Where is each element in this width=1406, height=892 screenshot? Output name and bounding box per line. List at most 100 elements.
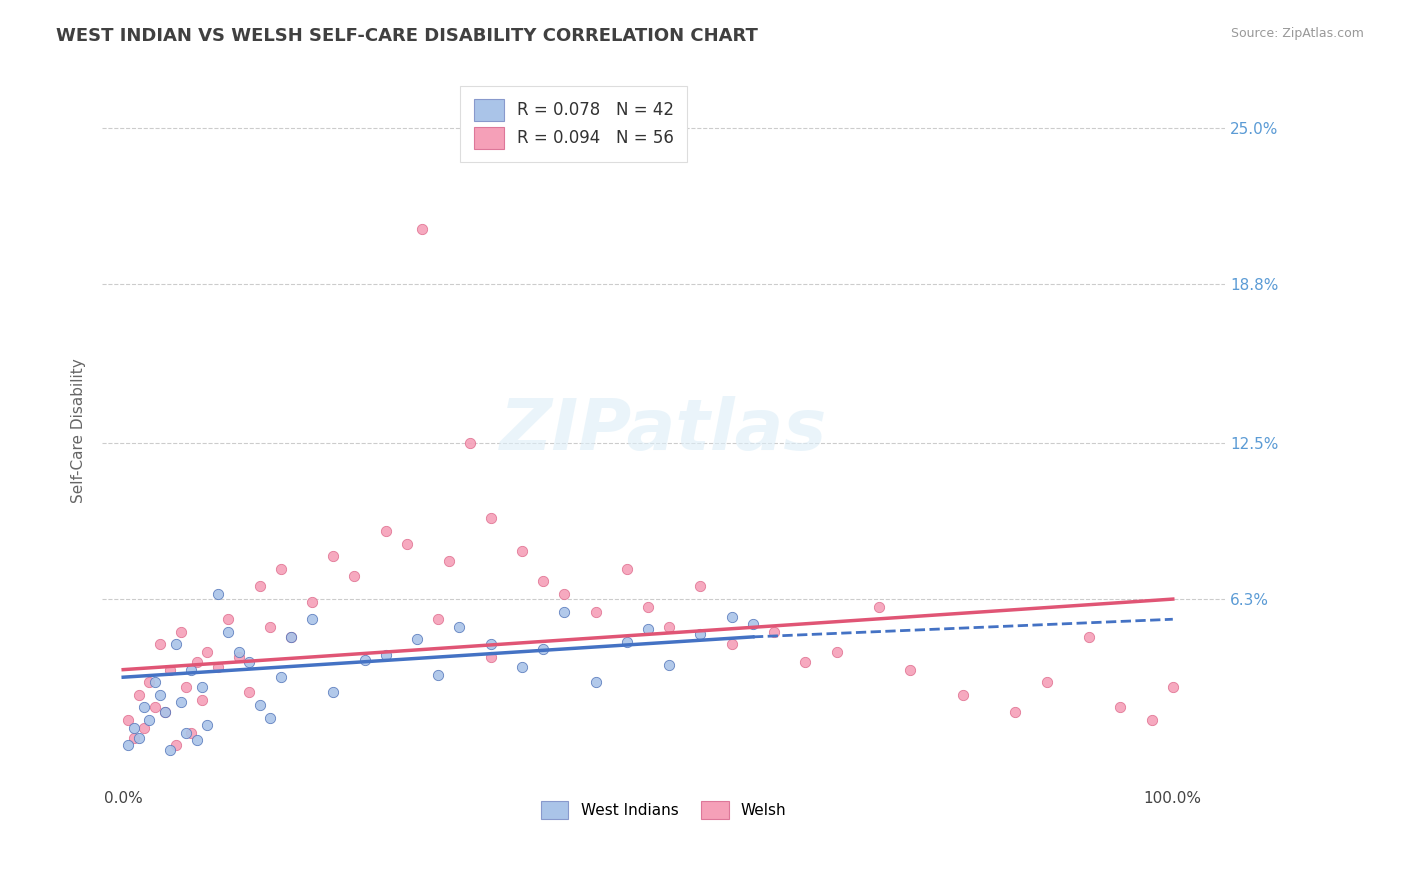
Point bbox=[689, 579, 711, 593]
Point bbox=[1140, 713, 1163, 727]
Point bbox=[658, 620, 681, 634]
Point bbox=[259, 620, 281, 634]
Point bbox=[191, 680, 214, 694]
Point bbox=[427, 667, 450, 681]
Point bbox=[721, 609, 744, 624]
Point bbox=[868, 599, 890, 614]
Point bbox=[406, 632, 429, 647]
Point bbox=[134, 721, 156, 735]
Point bbox=[153, 706, 176, 720]
Point bbox=[1036, 675, 1059, 690]
Point bbox=[138, 675, 160, 690]
Point bbox=[195, 718, 218, 732]
Point bbox=[616, 635, 638, 649]
Point bbox=[217, 612, 239, 626]
Point bbox=[143, 700, 166, 714]
Point bbox=[228, 645, 250, 659]
Point bbox=[531, 642, 554, 657]
Point bbox=[531, 574, 554, 589]
Point bbox=[128, 688, 150, 702]
Point bbox=[143, 675, 166, 690]
Point bbox=[180, 663, 202, 677]
Text: Source: ZipAtlas.com: Source: ZipAtlas.com bbox=[1230, 27, 1364, 40]
Point bbox=[238, 655, 260, 669]
Point bbox=[1004, 706, 1026, 720]
Text: ZIPatlas: ZIPatlas bbox=[501, 396, 828, 465]
Point bbox=[134, 700, 156, 714]
Point bbox=[217, 624, 239, 639]
Point bbox=[270, 670, 292, 684]
Point bbox=[170, 695, 193, 709]
Point bbox=[585, 605, 607, 619]
Point bbox=[479, 511, 502, 525]
Point bbox=[159, 663, 181, 677]
Point bbox=[249, 698, 271, 712]
Point bbox=[122, 721, 145, 735]
Point bbox=[510, 660, 533, 674]
Point bbox=[658, 657, 681, 672]
Point bbox=[553, 605, 575, 619]
Point bbox=[174, 725, 197, 739]
Point bbox=[742, 617, 765, 632]
Point bbox=[128, 731, 150, 745]
Point bbox=[186, 733, 208, 747]
Point bbox=[170, 624, 193, 639]
Point bbox=[117, 738, 139, 752]
Point bbox=[280, 630, 302, 644]
Point bbox=[122, 731, 145, 745]
Point bbox=[322, 549, 344, 564]
Point bbox=[149, 688, 172, 702]
Point bbox=[228, 650, 250, 665]
Point bbox=[458, 435, 481, 450]
Point bbox=[637, 599, 659, 614]
Point bbox=[238, 685, 260, 699]
Point bbox=[900, 663, 922, 677]
Point bbox=[1161, 680, 1184, 694]
Point bbox=[153, 706, 176, 720]
Point bbox=[301, 612, 323, 626]
Point bbox=[395, 536, 418, 550]
Point bbox=[249, 579, 271, 593]
Point bbox=[374, 648, 396, 662]
Point bbox=[952, 688, 974, 702]
Point bbox=[322, 685, 344, 699]
Point bbox=[479, 637, 502, 651]
Point bbox=[553, 587, 575, 601]
Point bbox=[186, 655, 208, 669]
Y-axis label: Self-Care Disability: Self-Care Disability bbox=[72, 358, 86, 502]
Point bbox=[411, 221, 433, 235]
Point bbox=[825, 645, 848, 659]
Point bbox=[437, 554, 460, 568]
Point bbox=[159, 743, 181, 757]
Point bbox=[195, 645, 218, 659]
Point bbox=[721, 637, 744, 651]
Point bbox=[637, 623, 659, 637]
Point bbox=[280, 630, 302, 644]
Point bbox=[207, 660, 229, 674]
Point bbox=[427, 612, 450, 626]
Point bbox=[616, 562, 638, 576]
Point bbox=[510, 544, 533, 558]
Point bbox=[149, 637, 172, 651]
Point bbox=[689, 627, 711, 641]
Point bbox=[1109, 700, 1132, 714]
Point bbox=[794, 655, 817, 669]
Point bbox=[479, 650, 502, 665]
Point bbox=[585, 675, 607, 690]
Point bbox=[207, 587, 229, 601]
Point bbox=[343, 569, 366, 583]
Point bbox=[301, 594, 323, 608]
Point bbox=[191, 693, 214, 707]
Point bbox=[1077, 630, 1099, 644]
Point bbox=[449, 620, 471, 634]
Point bbox=[117, 713, 139, 727]
Point bbox=[259, 710, 281, 724]
Point bbox=[138, 713, 160, 727]
Point bbox=[174, 680, 197, 694]
Text: WEST INDIAN VS WELSH SELF-CARE DISABILITY CORRELATION CHART: WEST INDIAN VS WELSH SELF-CARE DISABILIT… bbox=[56, 27, 758, 45]
Point bbox=[762, 624, 785, 639]
Point bbox=[165, 738, 187, 752]
Legend: West Indians, Welsh: West Indians, Welsh bbox=[534, 795, 793, 825]
Point bbox=[165, 637, 187, 651]
Point bbox=[270, 562, 292, 576]
